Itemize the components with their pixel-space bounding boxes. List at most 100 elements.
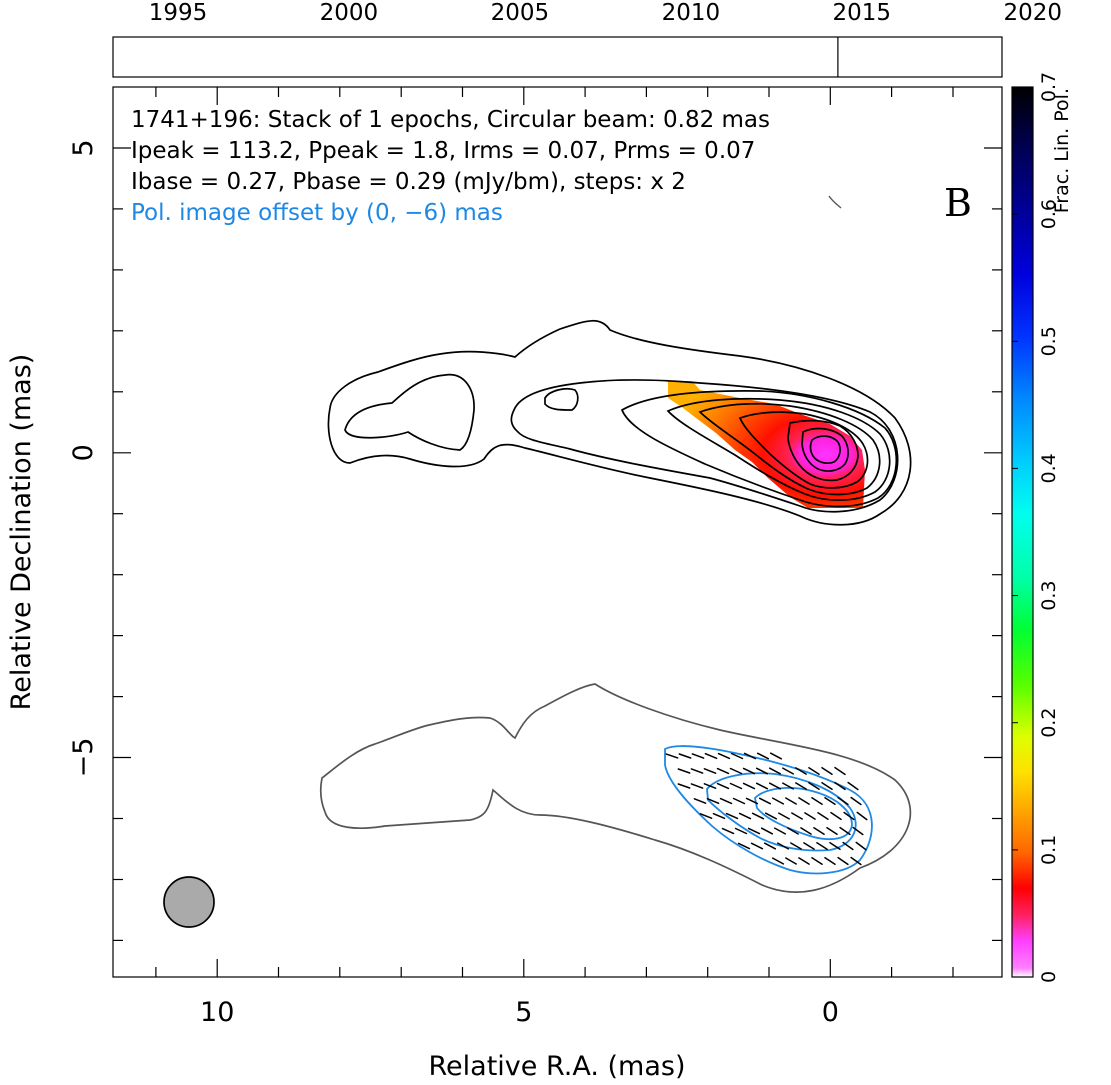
evpa-tick — [808, 767, 820, 775]
evpa-tick — [699, 813, 713, 819]
colorbar-tick-label: 0.1 — [1038, 835, 1060, 865]
evpa-tick — [729, 767, 743, 775]
evpa-tick — [855, 841, 867, 851]
polarized-intensity-contours — [664, 745, 873, 875]
evpa-tick — [850, 856, 862, 866]
evpa-tick — [782, 767, 794, 775]
evpa-tick — [665, 753, 679, 759]
evpa-tick — [834, 781, 846, 791]
evpa-tick — [703, 768, 717, 774]
evpa-tick — [773, 827, 787, 835]
evpa-tick — [813, 827, 825, 835]
evpa-tick — [817, 812, 829, 820]
evpa-tick — [856, 811, 868, 821]
evpa-tick — [738, 812, 752, 820]
colorbar-tick-label: 0.7 — [1038, 72, 1060, 102]
colorbar-tick-label: 0.4 — [1038, 453, 1060, 483]
evpa-tick — [837, 796, 849, 806]
evpa-tick — [690, 768, 704, 774]
evpa-tick — [737, 842, 751, 850]
evpa-tick — [850, 796, 862, 806]
evpa-tick — [804, 812, 816, 820]
evpa-tick — [837, 856, 849, 866]
evpa-tick — [768, 782, 782, 790]
evpa-tick — [678, 753, 692, 759]
evpa-tick — [756, 752, 770, 760]
evpa-tick — [791, 812, 803, 820]
evpa-tick — [706, 797, 720, 805]
evpa-tick — [721, 827, 735, 835]
evpa-tick — [839, 826, 851, 836]
evpa-tick — [677, 783, 691, 789]
noise-contour — [828, 195, 842, 209]
evpa-tick — [803, 842, 815, 850]
timeline-year-labels: 1995 2000 2005 2010 2015 2020 — [149, 0, 1062, 26]
evpa-tick — [716, 767, 730, 775]
evpa-tick — [691, 753, 705, 759]
evpa-tick — [776, 842, 790, 850]
evpa-tick — [717, 752, 731, 760]
evpa-tick — [778, 812, 790, 820]
evpa-tick — [693, 798, 707, 804]
colorbar-tick-label: 0.5 — [1038, 326, 1060, 356]
timeline-year-label: 1995 — [149, 0, 208, 26]
evpa-tick — [811, 857, 823, 865]
evpa-tick — [824, 856, 836, 866]
evpa-tick — [798, 857, 810, 865]
evpa-tick — [745, 797, 759, 805]
evpa-tick — [712, 812, 726, 820]
evpa-tick — [852, 826, 864, 836]
evpa-tick — [785, 797, 797, 805]
evpa-tick — [834, 766, 846, 776]
evpa-tick — [790, 842, 802, 850]
evpa-tick — [829, 841, 841, 851]
timeline-frame — [112, 36, 1003, 78]
colorbar-tick-labels: 0 0.1 0.2 0.3 0.4 0.5 0.6 0.7 — [1012, 72, 1060, 983]
evpa-tick — [795, 782, 807, 790]
evpa-tick — [742, 782, 756, 790]
evpa-tick — [716, 782, 730, 790]
y-tick-label: 5 — [68, 139, 99, 156]
evpa-tick — [742, 767, 756, 775]
y-axis-ticks: 5 0 −5 — [68, 139, 1002, 942]
evpa-tick — [808, 782, 820, 790]
evpa-tick — [768, 767, 782, 775]
evpa-tick — [750, 842, 764, 850]
annotation-line-3: Ibase = 0.27, Pbase = 0.29 (mJy/bm), ste… — [131, 169, 686, 195]
evpa-tick — [787, 827, 799, 835]
evpa-tick — [824, 796, 836, 806]
evpa-tick — [847, 781, 859, 791]
evpa-tick — [690, 783, 704, 789]
evpa-tick — [826, 826, 838, 836]
evpa-ticks — [665, 752, 868, 866]
evpa-tick — [760, 827, 774, 835]
timeline-strip: 1995 2000 2005 2010 2015 2020 — [112, 0, 1062, 78]
evpa-tick — [842, 841, 854, 851]
colorbar-ramp — [1011, 86, 1034, 978]
evpa-tick — [743, 752, 757, 760]
y-tick-label: −5 — [68, 738, 99, 778]
x-tick-label: 10 — [200, 997, 234, 1028]
timeline-year-label: 2020 — [1004, 0, 1063, 26]
y-axis-label: Relative Declination (mas) — [6, 354, 37, 711]
timeline-year-label: 2015 — [833, 0, 892, 26]
evpa-tick — [732, 797, 746, 805]
evpa-tick — [763, 842, 777, 850]
x-tick-label: 5 — [515, 997, 532, 1028]
evpa-tick — [830, 811, 842, 821]
panel-letter: B — [944, 181, 972, 225]
evpa-tick — [821, 766, 833, 776]
evpa-tick — [816, 842, 828, 850]
offset-note: Pol. image offset by (0, −6) mas — [131, 200, 503, 226]
evpa-tick — [843, 811, 855, 821]
evpa-tick — [751, 812, 765, 820]
evpa-tick — [734, 827, 748, 835]
annotation-line-1: 1741+196: Stack of 1 epochs, Circular be… — [131, 107, 770, 133]
colorbar-tick-label: 0 — [1038, 971, 1060, 983]
evpa-tick — [782, 782, 794, 790]
y-tick-label: 0 — [68, 444, 99, 461]
colorbar-label: Frac. Lin. Pol. — [1051, 88, 1073, 213]
evpa-tick — [755, 782, 769, 790]
annotation-line-2: Ipeak = 113.2, Ppeak = 1.8, Irms = 0.07,… — [131, 138, 755, 164]
evpa-tick — [725, 812, 739, 820]
